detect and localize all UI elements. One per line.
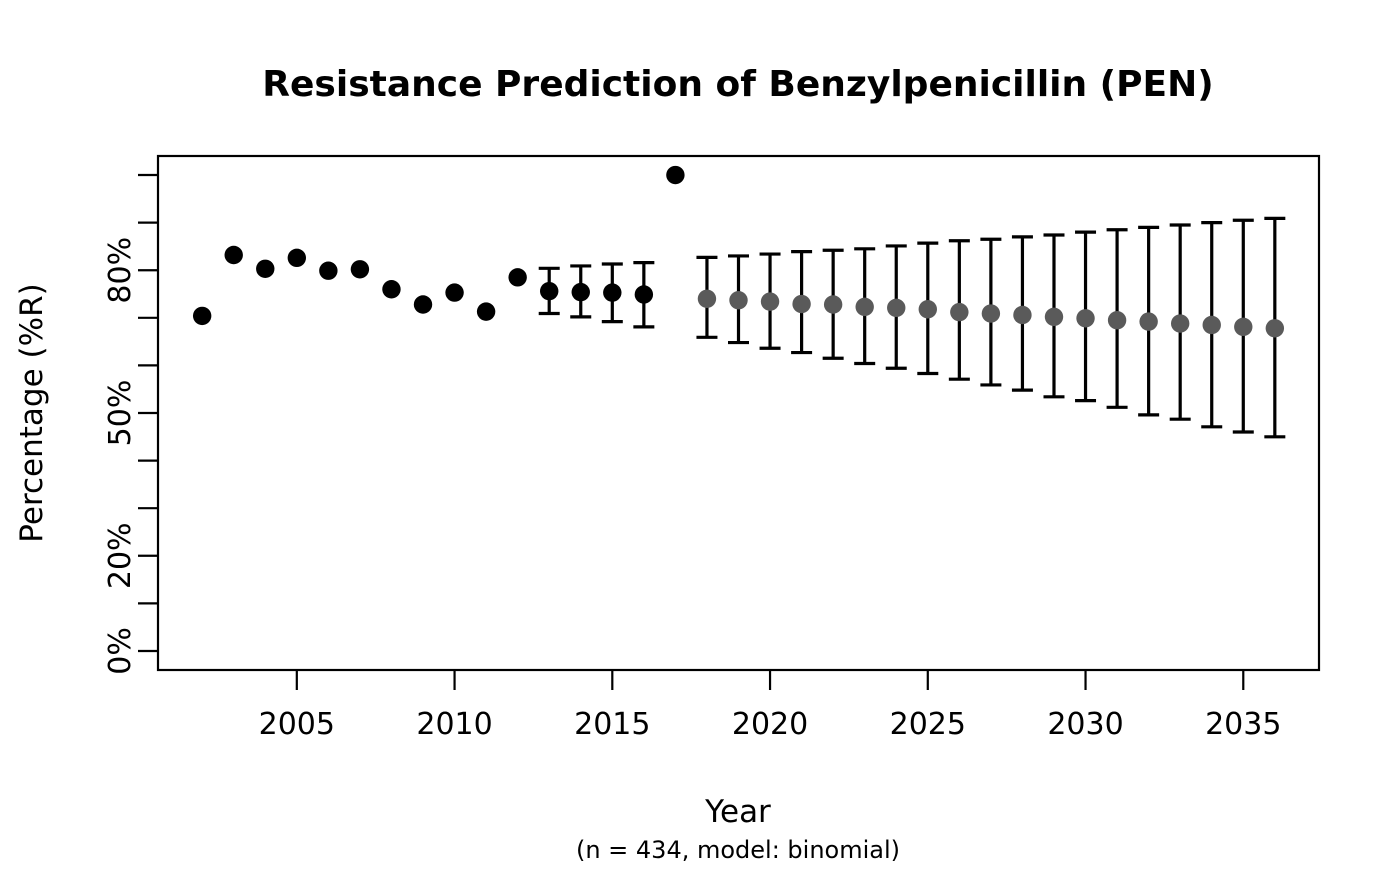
x-tick-label: 2010 [416,707,492,742]
data-point-predicted [1013,305,1032,325]
data-point-observed [287,248,307,268]
data-point-observed [350,260,370,279]
x-tick-label: 2030 [1047,707,1123,742]
data-point-predicted [760,292,780,311]
data-point-predicted [887,298,906,318]
data-point-predicted [981,304,1001,323]
x-tick-label: 2035 [1205,707,1281,742]
y-tick-label: 0% [103,627,138,675]
data-point-predicted [918,300,937,319]
data-point-observed_with_ci [540,281,559,301]
plot-box [156,154,1321,672]
data-point-observed_with_ci [571,282,590,302]
x-axis-subtitle: (n = 434, model: binomial) [576,836,900,864]
x-tick-label: 2015 [574,707,650,742]
data-point-observed [319,261,338,280]
data-point-observed [445,283,464,302]
x-tick-label: 2020 [732,707,808,742]
data-point-predicted [855,297,874,317]
data-point-observed [256,259,275,278]
data-point-predicted [697,289,717,308]
x-axis-title: Year [704,794,771,830]
y-tick-label: 50% [103,380,138,447]
y-tick-label: 80% [103,237,138,304]
data-point-predicted [792,294,811,314]
data-point-observed [224,245,243,265]
y-axis: 0% 20% 50% 80% [103,173,158,675]
chart-title: Resistance Prediction of Benzylpenicilli… [262,64,1213,105]
data-point-predicted [1265,319,1285,338]
data-point-predicted [1139,312,1158,331]
data-point-observed [382,280,401,299]
y-tick-label: 20% [103,522,138,589]
y-axis-title: Percentage (%R) [14,283,50,542]
data-point-observed [413,295,433,314]
data-point-observed [508,268,527,287]
data-point-predicted [1107,310,1127,330]
data-point-observed [192,306,212,326]
data-point-predicted [729,291,748,310]
data-point-predicted [950,302,969,322]
data-point-predicted [823,295,843,314]
data-point-observed [666,165,685,185]
x-axis: 2005 2010 2015 2020 2025 2030 2035 [259,670,1281,742]
x-tick-label: 2005 [259,707,335,742]
data-point-observed_with_ci [634,285,654,304]
data-point-predicted [1202,315,1221,335]
data-point-predicted [1170,314,1190,333]
data-point-predicted [1076,309,1095,328]
data-point-observed [476,302,496,321]
x-tick-label: 2025 [890,707,966,742]
plot-series [192,165,1286,439]
data-point-observed_with_ci [603,283,622,302]
data-point-predicted [1234,317,1253,337]
data-point-predicted [1044,307,1064,327]
